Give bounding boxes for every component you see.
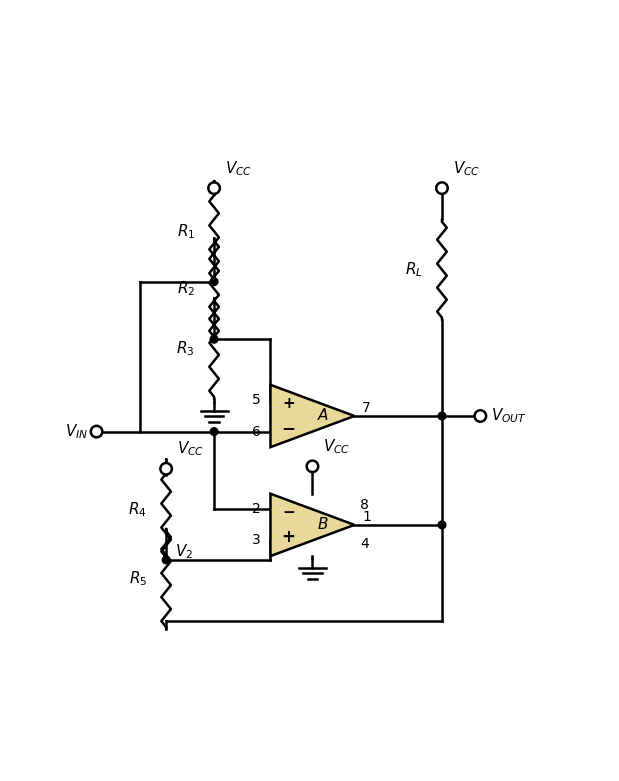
Text: $R_1$: $R_1$ bbox=[176, 222, 195, 241]
Text: $V_{IN}$: $V_{IN}$ bbox=[65, 423, 88, 441]
Text: 5: 5 bbox=[252, 394, 261, 408]
Circle shape bbox=[475, 410, 486, 422]
Text: $R_3$: $R_3$ bbox=[176, 340, 195, 358]
Circle shape bbox=[160, 463, 172, 475]
Text: $V_{CC}$: $V_{CC}$ bbox=[176, 440, 204, 458]
Circle shape bbox=[438, 412, 446, 420]
Text: 4: 4 bbox=[360, 537, 369, 551]
Circle shape bbox=[91, 426, 102, 437]
Text: $R_5$: $R_5$ bbox=[129, 570, 147, 588]
Circle shape bbox=[209, 183, 220, 194]
Text: −: − bbox=[282, 505, 295, 520]
Text: 7: 7 bbox=[362, 401, 371, 415]
Text: $V_2$: $V_2$ bbox=[175, 542, 193, 561]
Text: $V_{CC}$: $V_{CC}$ bbox=[225, 159, 252, 177]
Text: +: + bbox=[282, 529, 295, 547]
Circle shape bbox=[436, 183, 448, 194]
Text: $V_{CC}$: $V_{CC}$ bbox=[323, 437, 350, 456]
Circle shape bbox=[210, 335, 218, 343]
Circle shape bbox=[162, 556, 170, 564]
Text: $V_{CC}$: $V_{CC}$ bbox=[452, 159, 480, 177]
Text: B: B bbox=[318, 517, 328, 533]
Circle shape bbox=[438, 521, 446, 529]
Text: 6: 6 bbox=[252, 425, 261, 439]
Text: 3: 3 bbox=[252, 533, 261, 547]
Circle shape bbox=[306, 461, 318, 473]
Text: $R_L$: $R_L$ bbox=[405, 260, 423, 279]
Polygon shape bbox=[271, 385, 355, 448]
Text: $R_4$: $R_4$ bbox=[128, 500, 147, 519]
Polygon shape bbox=[271, 494, 355, 556]
Text: −: − bbox=[282, 419, 295, 437]
Text: A: A bbox=[318, 408, 328, 423]
Text: 1: 1 bbox=[362, 510, 371, 524]
Text: $R_2$: $R_2$ bbox=[176, 280, 195, 298]
Text: $V_{OUT}$: $V_{OUT}$ bbox=[491, 407, 527, 426]
Text: 8: 8 bbox=[360, 498, 369, 512]
Circle shape bbox=[210, 278, 218, 286]
Circle shape bbox=[210, 428, 218, 436]
Text: 2: 2 bbox=[252, 502, 261, 516]
Text: +: + bbox=[282, 396, 295, 411]
